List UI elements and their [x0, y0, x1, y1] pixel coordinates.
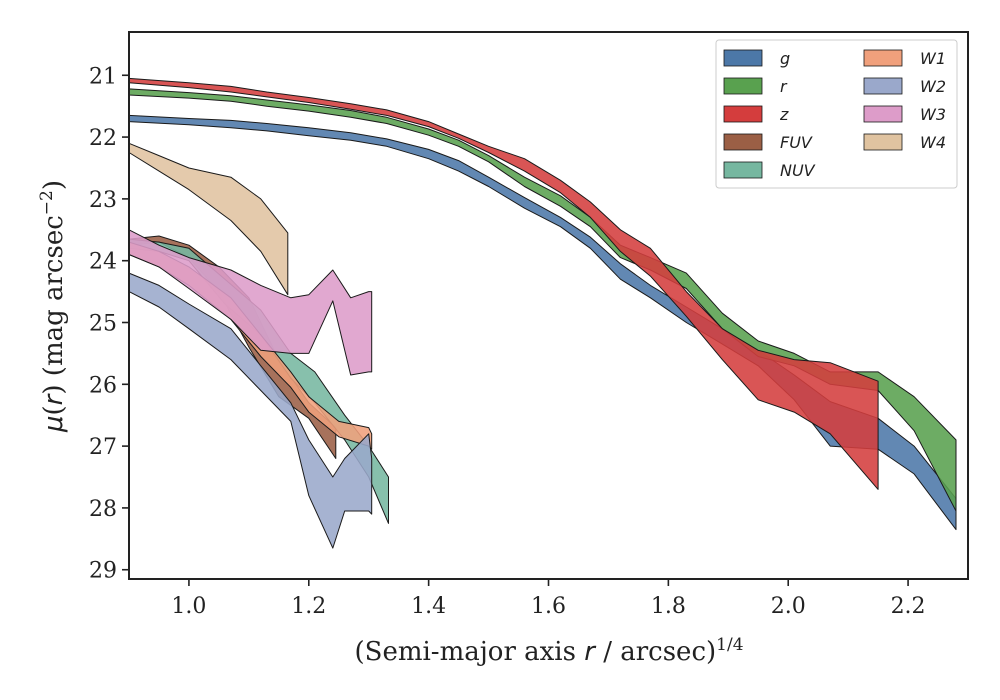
legend-item-r: r — [723, 77, 788, 96]
y-tick-label: 28 — [89, 497, 117, 522]
legend-label: W3 — [920, 105, 946, 124]
y-tick-label: 29 — [89, 559, 117, 584]
axis-ticks: 1.0 1.2 1.4 1.6 1.8 2.0 2.2 21 22 23 24 25 26 27 28 29 — [89, 64, 926, 619]
legend-box — [715, 39, 958, 189]
x-tick-label: 2.0 — [771, 594, 806, 619]
legend-label: z — [779, 105, 789, 124]
legend-swatch — [723, 133, 763, 151]
legend-swatch — [723, 105, 763, 123]
legend-item-w2: W2 — [863, 77, 946, 96]
legend-label: W2 — [920, 77, 946, 96]
series-band-g — [128, 114, 957, 531]
series-band-r — [128, 88, 957, 512]
legend: grz FUV NUV W1 W2 W3 W4 — [715, 39, 958, 189]
legend-label: g — [780, 49, 790, 68]
y-tick-label: 22 — [89, 126, 117, 151]
legend-swatch — [723, 161, 763, 179]
legend-item-z: z — [723, 105, 789, 124]
legend-swatch — [863, 133, 903, 151]
x-tick-label: 1.4 — [411, 594, 446, 619]
legend-label: W1 — [920, 49, 946, 68]
legend-swatch — [723, 49, 763, 67]
legend-item-w3: W3 — [863, 105, 946, 124]
legend-label: r — [780, 77, 788, 96]
y-tick-label: 26 — [89, 373, 117, 398]
legend-label: FUV — [780, 133, 813, 152]
legend-swatch — [723, 77, 763, 95]
x-tick-label: 1.6 — [531, 594, 566, 619]
legend-item-nuv: NUV — [723, 161, 816, 180]
series-areas — [128, 77, 957, 549]
series-band-w3 — [128, 229, 373, 376]
y-axis-label: μ(r) (mag arcsec−2) — [37, 180, 69, 433]
legend-item-w1: W1 — [863, 49, 946, 68]
x-axis-label: (Semi-major axis r / arcsec)1/4 — [354, 635, 743, 667]
y-tick-label: 23 — [89, 188, 117, 213]
y-tick-label: 24 — [89, 250, 117, 275]
x-tick-label: 2.2 — [891, 594, 926, 619]
y-tick-label: 21 — [89, 64, 117, 89]
legend-item-w4: W4 — [863, 133, 946, 152]
y-tick-label: 25 — [89, 311, 117, 336]
series-band-w4 — [128, 142, 289, 296]
legend-item-fuv: FUV — [723, 133, 813, 152]
y-tick-label: 27 — [89, 435, 117, 460]
legend-swatch — [863, 49, 903, 67]
legend-label: NUV — [780, 161, 816, 180]
x-tick-label: 1.2 — [291, 594, 326, 619]
series-band-z — [128, 77, 879, 490]
legend-swatch — [863, 105, 903, 123]
legend-item-g: g — [723, 49, 790, 68]
series-band-w2 — [128, 272, 373, 549]
x-tick-label: 1.0 — [171, 594, 206, 619]
legend-swatch — [863, 77, 903, 95]
x-tick-label: 1.8 — [651, 594, 686, 619]
legend-label: W4 — [920, 133, 946, 152]
